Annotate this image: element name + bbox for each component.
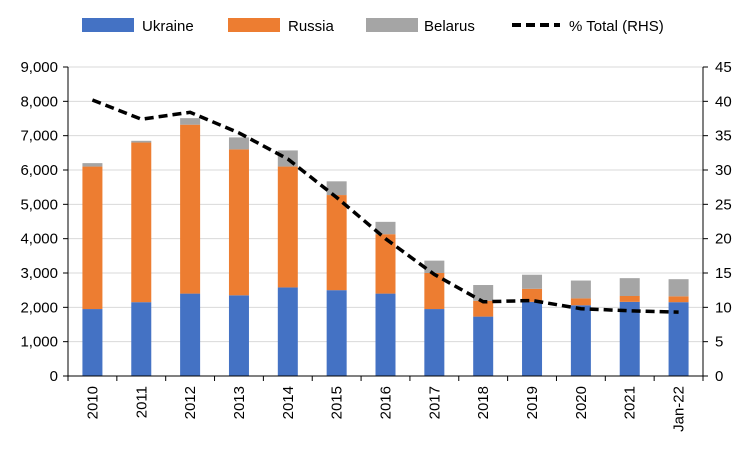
legend-label-belarus: Belarus	[424, 18, 475, 35]
x-tick-label: 2018	[475, 386, 492, 419]
bar-ukraine	[82, 309, 103, 376]
bar-ukraine	[131, 302, 152, 376]
legend-swatch-russia	[228, 18, 280, 32]
bar-belarus	[375, 221, 396, 235]
bar-belarus	[326, 181, 347, 196]
x-tick-label: Jan-22	[671, 386, 688, 432]
y-right-tick-label: 40	[715, 93, 732, 110]
legend-swatch-belarus	[366, 18, 418, 32]
bar-ukraine	[375, 293, 396, 376]
x-tick-label: 2013	[231, 386, 248, 419]
bar-russia	[326, 195, 347, 291]
bar-belarus	[570, 280, 591, 299]
y-right-tick-label: 0	[715, 368, 723, 385]
y-right-tick-label: 30	[715, 162, 732, 179]
bar-belarus	[228, 137, 249, 150]
y-right-tick-label: 20	[715, 231, 732, 248]
bar-belarus	[522, 274, 543, 289]
bar-russia	[131, 142, 152, 303]
bar-ukraine	[570, 305, 591, 376]
y-left-tick-label: 7,000	[20, 128, 58, 145]
legend: Ukraine Russia Belarus % Total (RHS)	[82, 18, 664, 35]
y-left-tick-label: 5,000	[20, 196, 58, 213]
bar-belarus	[619, 278, 640, 297]
bar-belarus	[131, 140, 152, 143]
bar-ukraine	[522, 301, 543, 376]
bar-russia	[522, 288, 543, 302]
y-left-tick-label: 8,000	[20, 93, 58, 110]
bar-belarus	[82, 163, 103, 167]
bar-russia	[473, 300, 494, 317]
y-left-tick-label: 3,000	[20, 265, 58, 282]
bar-russia	[277, 166, 298, 288]
bar-ukraine	[619, 301, 640, 376]
bar-russia	[180, 124, 201, 294]
bar-russia	[82, 166, 103, 310]
x-tick-label: 2010	[84, 386, 101, 419]
tick-labels: 0 1,000 2,000 3,000 4,000 5,000 6,000 7,000 8,00…	[20, 59, 731, 432]
bar-belarus	[473, 285, 494, 301]
bar-belarus	[668, 279, 689, 297]
y-right-tick-label: 15	[715, 265, 732, 282]
legend-label-total: % Total (RHS)	[569, 18, 664, 35]
line-total-share	[91, 98, 679, 314]
y-left-tick-label: 1,000	[20, 334, 58, 351]
y-left-tick-label: 2,000	[20, 299, 58, 316]
bar-russia	[424, 273, 445, 310]
y-left-tick-label: 0	[50, 368, 58, 385]
legend-label-ukraine: Ukraine	[142, 18, 194, 35]
x-tick-label: 2019	[524, 386, 541, 419]
bar-ukraine	[424, 309, 445, 376]
x-tick-label: 2021	[622, 386, 639, 419]
x-tick-label: 2012	[182, 386, 199, 419]
y-left-tick-label: 6,000	[20, 162, 58, 179]
x-tick-label: 2017	[426, 386, 443, 419]
bar-ukraine	[228, 295, 249, 376]
bar-russia	[375, 234, 396, 294]
x-tick-label: 2014	[280, 386, 297, 419]
legend-label-russia: Russia	[288, 18, 335, 35]
bar-ukraine	[668, 302, 689, 376]
gridlines	[68, 66, 703, 343]
bar-series	[82, 118, 689, 376]
x-tick-label: 2015	[329, 386, 346, 419]
line-series	[91, 98, 679, 314]
bar-ukraine	[326, 290, 347, 376]
axes	[63, 66, 708, 381]
bar-russia	[228, 149, 249, 296]
y-right-tick-label: 5	[715, 334, 723, 351]
legend-swatch-ukraine	[82, 18, 134, 32]
y-left-tick-label: 4,000	[20, 231, 58, 248]
bar-ukraine	[277, 287, 298, 376]
x-tick-label: 2020	[573, 386, 590, 419]
y-right-tick-label: 35	[715, 128, 732, 145]
y-left-tick-label: 9,000	[20, 59, 58, 76]
x-tick-label: 2011	[133, 386, 150, 418]
bar-belarus	[180, 118, 201, 125]
bar-russia	[619, 296, 640, 302]
bar-russia	[668, 296, 689, 303]
y-right-tick-label: 10	[715, 299, 732, 316]
y-right-tick-label: 45	[715, 59, 732, 76]
bar-belarus	[424, 260, 445, 273]
bar-ukraine	[473, 316, 494, 376]
x-tick-label: 2016	[378, 386, 395, 419]
bar-ukraine	[180, 293, 201, 376]
y-right-tick-label: 25	[715, 196, 732, 213]
bar-russia	[570, 298, 591, 306]
